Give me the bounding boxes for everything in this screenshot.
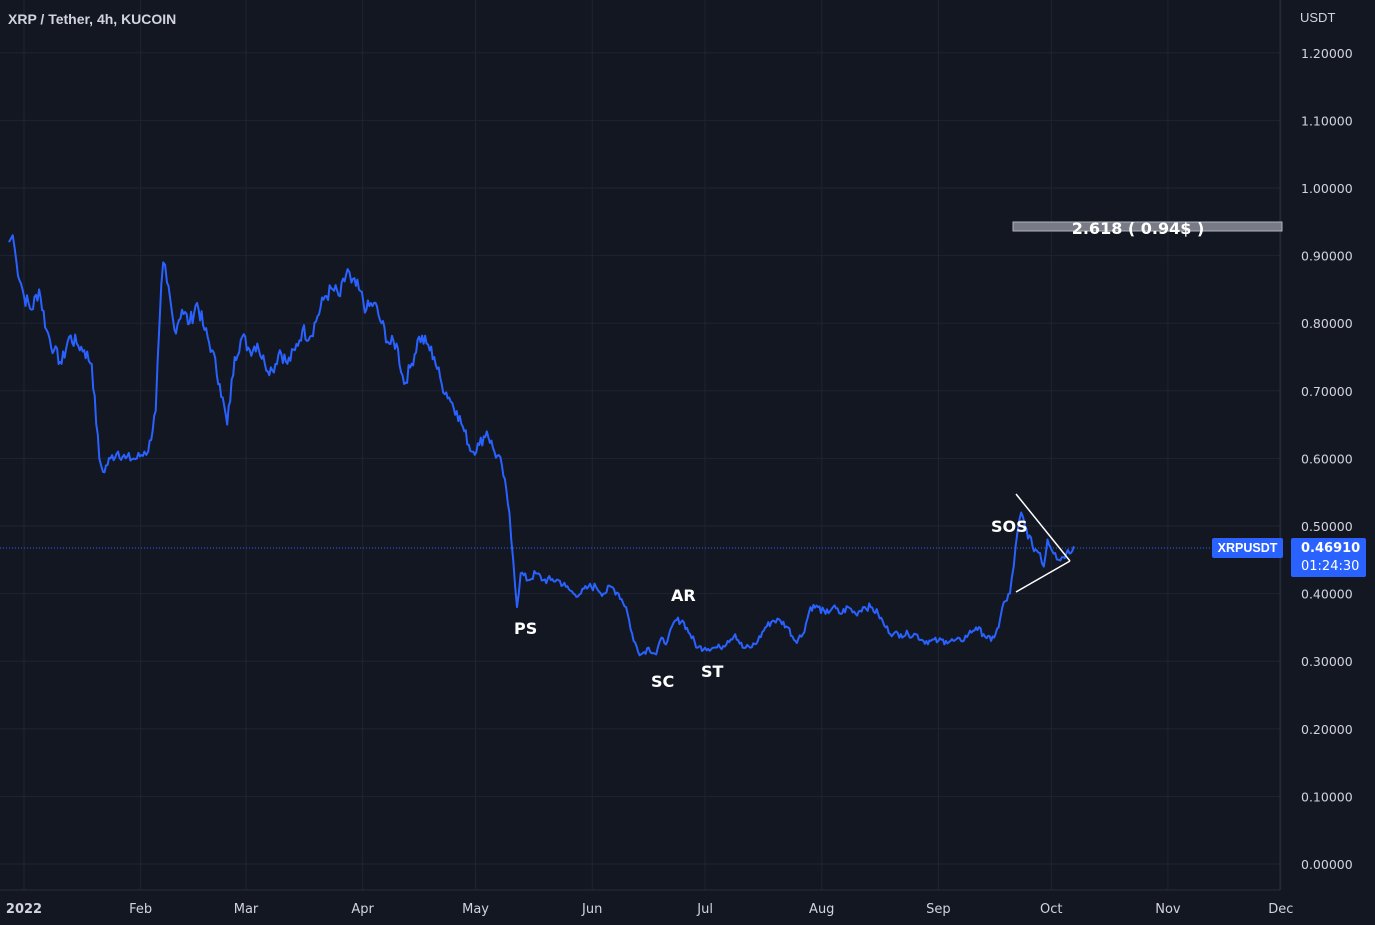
price-axis-currency[interactable]: USDT — [1300, 10, 1336, 25]
x-tick-label: Oct — [1040, 902, 1062, 917]
annotation-st[interactable]: ST — [701, 662, 724, 681]
symbol-tag: XRPUSDT — [1212, 538, 1283, 558]
x-tick-label: Jun — [581, 902, 602, 917]
x-tick-label: Apr — [351, 902, 374, 917]
y-tick-label: 0.60000 — [1301, 451, 1353, 466]
y-tick-label: 0.50000 — [1301, 519, 1353, 534]
y-tick-label: 0.30000 — [1301, 654, 1353, 669]
fib-level-box[interactable] — [1012, 221, 1283, 232]
annotation-sos[interactable]: SOS — [991, 517, 1028, 536]
annotation-ps[interactable]: PS — [514, 619, 537, 638]
x-tick-label: Aug — [809, 902, 834, 917]
triangle-lower-line[interactable] — [1015, 560, 1071, 593]
grid — [0, 0, 1282, 890]
y-tick-label: 0.80000 — [1301, 316, 1353, 331]
x-tick-label: Nov — [1155, 902, 1181, 917]
x-tick-label: 2022 — [6, 902, 42, 917]
y-tick-label: 0.40000 — [1301, 587, 1353, 602]
annotation-sc[interactable]: SC — [651, 672, 674, 691]
y-tick-label: 0.90000 — [1301, 249, 1353, 264]
x-tick-label: May — [462, 902, 489, 917]
price-line-series — [8, 234, 1075, 657]
price-axis[interactable]: 1.20000 1.10000 1.00000 0.90000 0.80000 0.700… — [1301, 46, 1353, 872]
x-tick-label: Feb — [129, 902, 152, 917]
bar-countdown: 01:24:30 — [1301, 559, 1360, 574]
y-tick-label: 1.10000 — [1301, 113, 1353, 128]
y-tick-label: 1.00000 — [1301, 181, 1353, 196]
last-price-value: 0.46910 — [1301, 541, 1361, 556]
x-tick-label: Jul — [696, 902, 713, 917]
fib-level-2618[interactable]: 2.618 ( 0.94$ ) — [1012, 219, 1283, 238]
time-axis[interactable]: 2022 Feb Mar Apr May Jun Jul Aug Sep Oct Nov Dec — [6, 902, 1294, 917]
y-tick-label: 0.10000 — [1301, 789, 1353, 804]
x-tick-label: Sep — [926, 902, 951, 917]
y-tick-label: 1.20000 — [1301, 46, 1353, 61]
y-tick-label: 0.00000 — [1301, 857, 1353, 872]
fib-level-label: 2.618 ( 0.94$ ) — [1072, 219, 1205, 238]
x-tick-label: Mar — [234, 902, 259, 917]
x-tick-label: Dec — [1268, 902, 1293, 917]
y-tick-label: 0.70000 — [1301, 384, 1353, 399]
chart-title: XRP / Tether, 4h, KUCOIN — [8, 11, 177, 27]
last-price-tag: 0.46910 01:24:30 — [1291, 538, 1366, 577]
y-tick-label: 0.20000 — [1301, 722, 1353, 737]
triangle-pattern[interactable] — [1015, 493, 1071, 593]
triangle-upper-line[interactable] — [1015, 493, 1071, 562]
annotation-ar[interactable]: AR — [671, 586, 696, 605]
